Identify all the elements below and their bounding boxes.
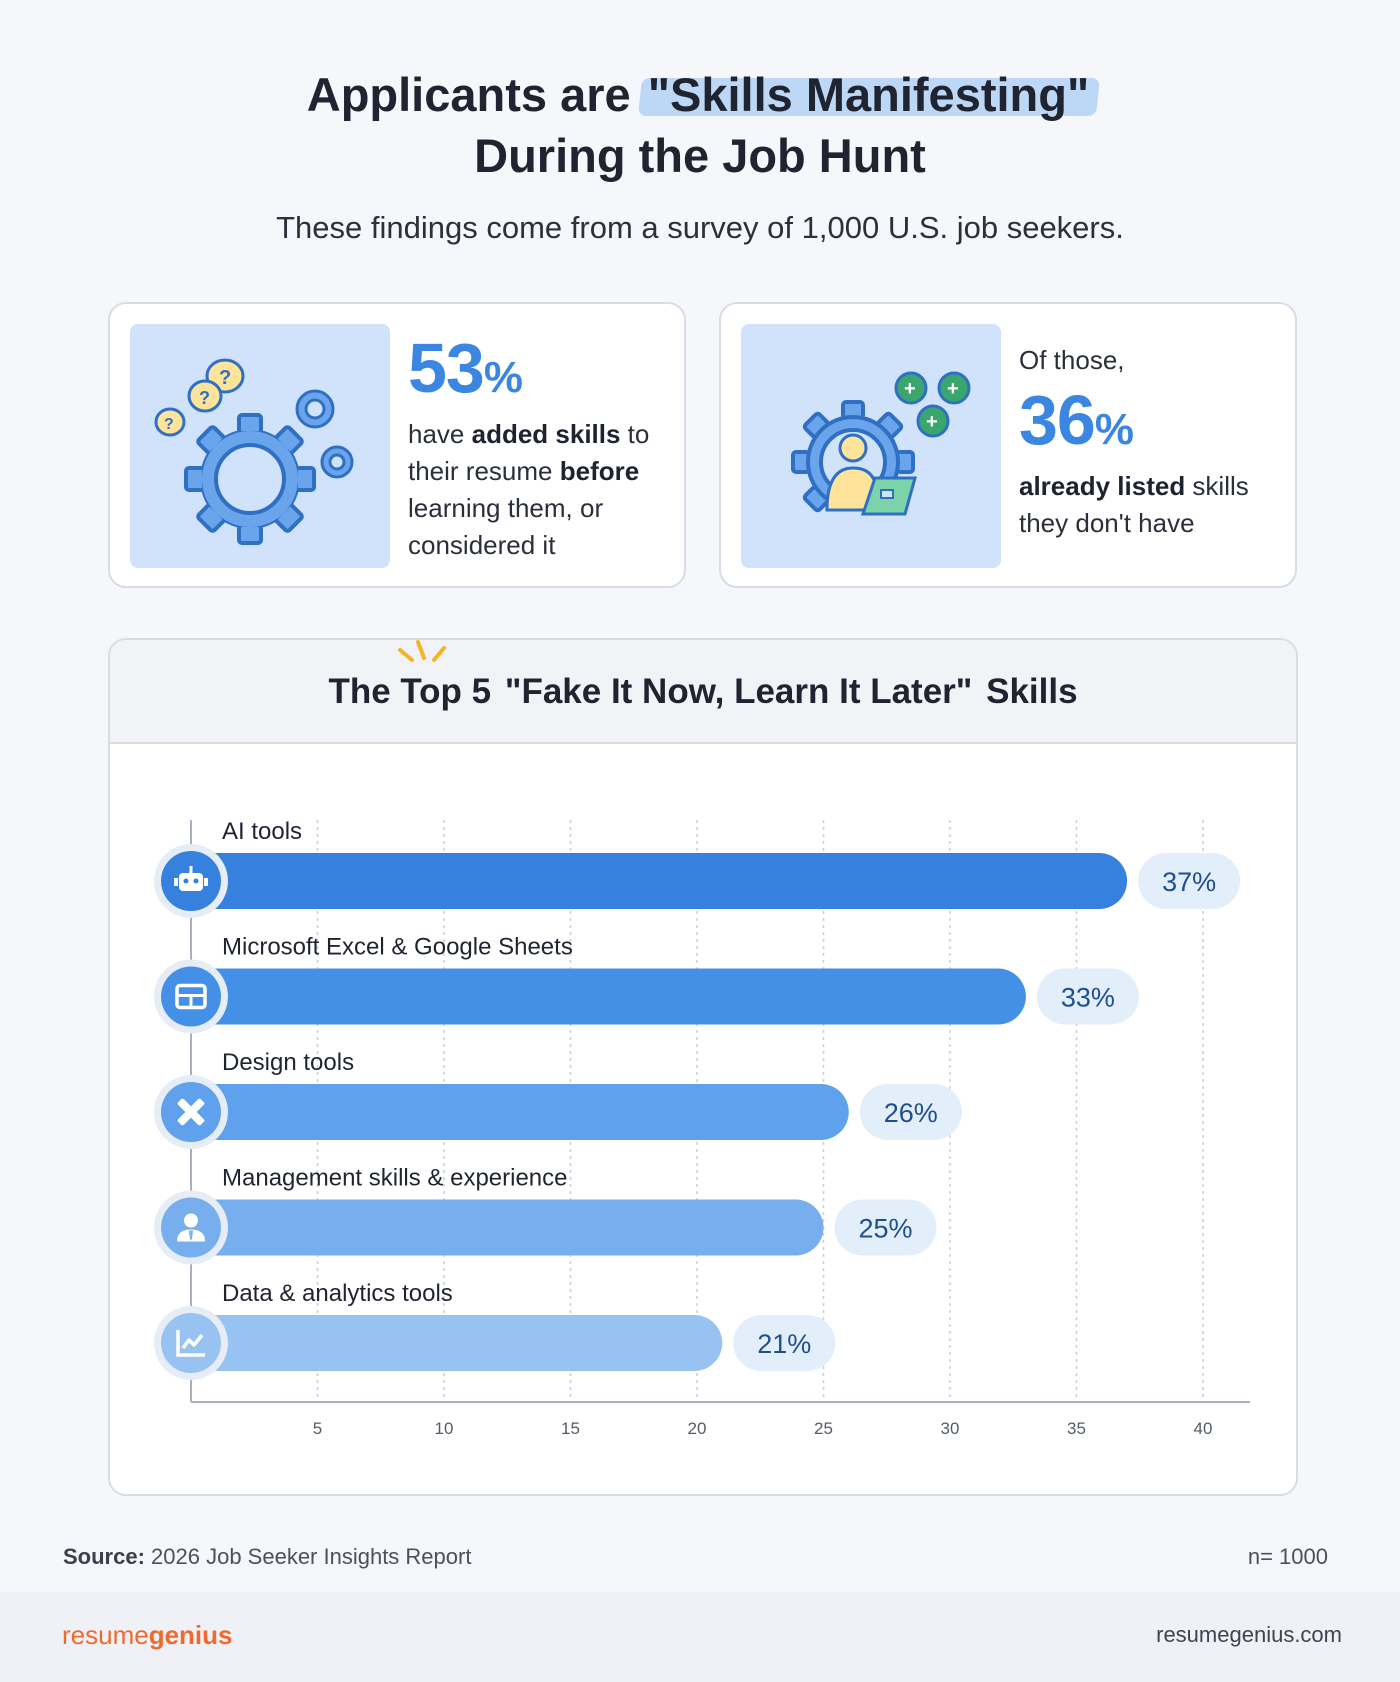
bar-1	[191, 853, 1128, 909]
data-label: 21%	[757, 1329, 811, 1359]
data-label: 26%	[884, 1098, 938, 1128]
sample-size: n= 1000	[1247, 1544, 1328, 1569]
category-label: Design tools	[222, 1049, 354, 1076]
data-label: 25%	[858, 1214, 912, 1244]
source-note: Source: 2026 Job Seeker Insights Report	[63, 1544, 472, 1569]
stat-card-right: + + + Of those, 36% already listed skill…	[719, 302, 1297, 588]
stat-card-left: ? ? ? 53% have added skills to their res…	[108, 302, 686, 588]
spreadsheet-icon	[175, 983, 207, 1010]
x-tick-label: 5	[313, 1419, 322, 1438]
gears-question-icon: ? ? ?	[130, 324, 390, 568]
robot-icon	[174, 866, 208, 891]
data-label: 37%	[1162, 867, 1216, 897]
value-pill	[1138, 853, 1241, 909]
title-highlight: "Skills Manifesting"	[644, 64, 1094, 125]
brand-logo[interactable]: resumegenius	[62, 1620, 233, 1650]
chart-header: The Top 5 "Fake It Now, Learn It Later" …	[110, 640, 1296, 744]
website-link[interactable]: resumegenius.com	[1156, 1622, 1342, 1647]
chart-title-highlight: "Fake It Now, Learn It Later"	[501, 672, 977, 712]
x-tick-label: 20	[688, 1419, 707, 1438]
svg-text:?: ?	[164, 416, 174, 433]
bar-chart: 5 10 15 20 25 30 35 40 AI tools 37% Microsoft Exce…	[154, 818, 1250, 1438]
stat-left-description: have added skills to their resume before…	[408, 419, 650, 560]
sparkle-icon	[398, 640, 446, 662]
svg-text:?: ?	[219, 367, 231, 389]
x-tick-label: 25	[814, 1419, 833, 1438]
svg-text:+: +	[904, 378, 916, 400]
x-tick-label: 35	[1067, 1419, 1086, 1438]
value-pill	[733, 1315, 836, 1371]
person-laptop-gear-icon: + + +	[741, 324, 1001, 568]
title-line-2: During the Job Hunt	[474, 129, 926, 182]
bar-4	[191, 1199, 824, 1256]
stat-left-number: 53%	[408, 329, 523, 407]
design-pencil-ruler-icon	[177, 1098, 205, 1126]
line-chart-icon	[176, 1330, 205, 1357]
chart-title: The Top 5 "Fake It Now, Learn It Later" …	[328, 672, 1078, 712]
footer-bar: resumegenius resumegenius.com	[0, 1592, 1400, 1682]
stat-right-text: Of those, 36% already listed skills they…	[1019, 342, 1279, 542]
svg-text:+: +	[947, 378, 959, 400]
x-tick-label: 40	[1194, 1419, 1213, 1438]
svg-text:+: +	[926, 411, 938, 433]
title-line-1: Applicants are "Skills Manifesting"	[0, 64, 1400, 125]
category-label: AI tools	[222, 818, 302, 845]
stat-right-number: 36%	[1019, 381, 1134, 459]
stat-right-lead: Of those,	[1019, 345, 1125, 375]
category-label: Management skills & experience	[222, 1165, 568, 1192]
manager-person-icon	[177, 1213, 205, 1242]
bar-3	[191, 1084, 849, 1140]
stat-left-text: 53% have added skills to their resume be…	[408, 330, 668, 564]
category-label: Microsoft Excel & Google Sheets	[222, 934, 573, 961]
x-tick-label: 15	[561, 1419, 580, 1438]
x-tick-label: 30	[941, 1419, 960, 1438]
value-pill	[834, 1199, 937, 1256]
bar-5	[191, 1315, 723, 1371]
stat-right-description: already listed skills they don't have	[1019, 471, 1249, 538]
page-title: Applicants are "Skills Manifesting" Duri…	[0, 64, 1400, 186]
chart-card: The Top 5 "Fake It Now, Learn It Later" …	[108, 638, 1298, 1496]
svg-text:?: ?	[199, 388, 210, 408]
value-pill	[859, 1084, 962, 1140]
title-prefix: Applicants are	[306, 68, 644, 121]
value-pill	[1036, 968, 1139, 1025]
page-subtitle: These findings come from a survey of 1,0…	[276, 210, 1124, 245]
data-label: 33%	[1061, 983, 1115, 1013]
bar-2	[191, 968, 1026, 1025]
category-label: Data & analytics tools	[222, 1280, 453, 1307]
x-tick-label: 10	[435, 1419, 454, 1438]
